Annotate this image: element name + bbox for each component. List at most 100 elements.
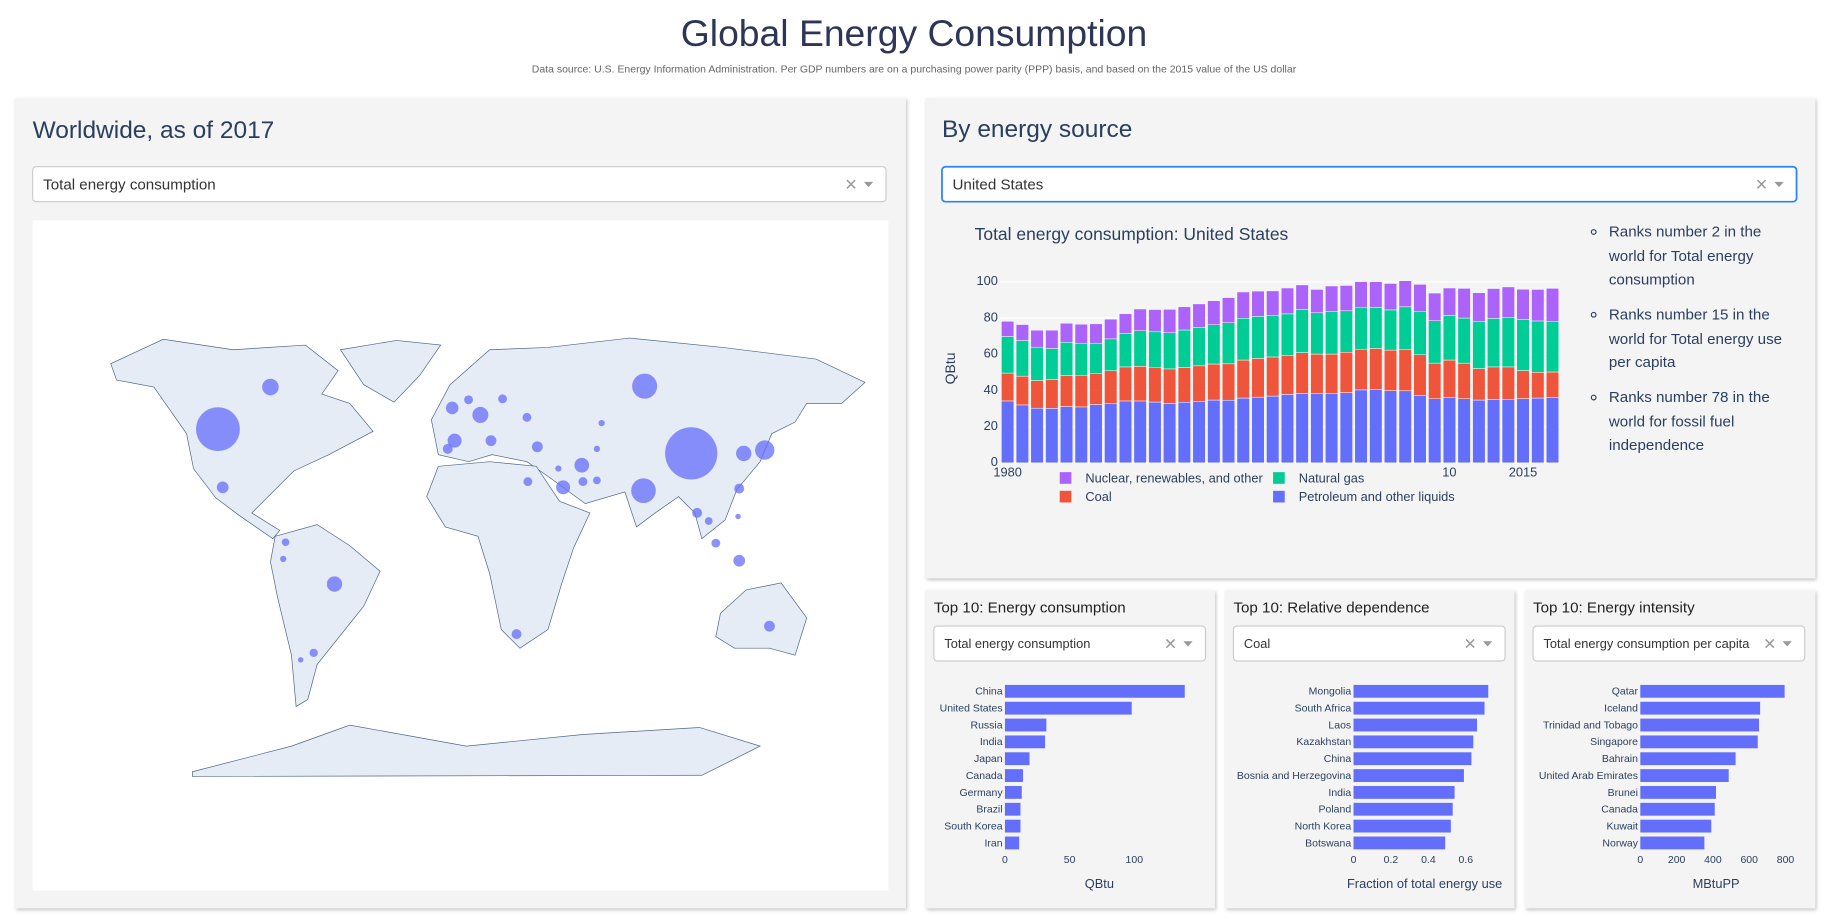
bar-segment <box>1001 336 1015 374</box>
bar-segment <box>1472 368 1486 401</box>
dropdown[interactable] <box>1532 625 1806 662</box>
bubble <box>472 406 489 423</box>
x-tick-label: 1980 <box>993 465 1022 480</box>
bar-segment <box>1266 290 1280 316</box>
legend-label: Coal <box>1085 489 1111 504</box>
dropdown-arrow[interactable] <box>863 181 874 188</box>
bar-segment <box>1354 389 1368 464</box>
legend-label: Natural gas <box>1299 471 1365 486</box>
bar-segment <box>1104 403 1118 464</box>
bar-segment <box>1148 401 1162 464</box>
panel-title: Top 10: Energy consumption <box>934 600 1126 617</box>
dropdown-value[interactable]: Total energy consumption <box>944 636 1090 651</box>
bar-segment <box>1501 399 1515 464</box>
bar-segment <box>1015 375 1029 406</box>
bar <box>1353 836 1446 850</box>
bar-segment <box>1001 400 1015 464</box>
dropdown[interactable] <box>941 165 1798 203</box>
x-tick-label: 200 <box>1668 855 1686 866</box>
bubble <box>531 441 543 453</box>
bar-segment <box>1030 380 1044 409</box>
dropdown-value[interactable]: United States <box>952 176 1043 193</box>
rank-fact: Ranks number 2 in the world for Total en… <box>1609 220 1798 292</box>
x-axis-label: MBtuPP <box>1693 876 1740 891</box>
bubble <box>734 483 745 494</box>
clear-icon[interactable] <box>1756 179 1767 189</box>
bubble <box>735 513 741 520</box>
bubble <box>578 477 588 487</box>
bar-segment <box>1222 297 1236 323</box>
y-axis-label: QBtu <box>942 352 958 384</box>
bubble <box>498 394 508 404</box>
x-tick-label: 0 <box>1002 855 1008 866</box>
clear-icon[interactable] <box>1765 638 1775 649</box>
bar-segment <box>1516 319 1530 371</box>
bar-segment <box>1030 346 1044 381</box>
bar-segment <box>1104 370 1118 404</box>
bar-segment <box>1339 352 1353 393</box>
bar-segment <box>1310 393 1324 464</box>
bar-segment <box>1133 330 1147 367</box>
x-tick-label: 800 <box>1777 855 1795 866</box>
bar-segment <box>1531 372 1545 399</box>
category-label: Iran <box>985 838 1003 849</box>
bubble <box>262 378 279 396</box>
bar-segment <box>1546 321 1559 373</box>
bubble <box>631 478 656 504</box>
bar-segment <box>1192 327 1206 367</box>
bar-segment <box>1472 399 1486 464</box>
bar-segment <box>1222 322 1236 365</box>
bar-segment <box>1384 390 1398 464</box>
bar <box>1640 701 1761 715</box>
dropdown-value[interactable]: Total energy consumption <box>43 176 216 193</box>
bar-segment <box>1207 324 1221 365</box>
bar-segment <box>1236 291 1250 319</box>
land <box>110 338 374 540</box>
bubble <box>326 576 343 592</box>
bar-segment <box>1074 406 1088 464</box>
legend-swatch <box>1059 490 1072 503</box>
y-tick-label: 40 <box>984 382 998 397</box>
clear-icon[interactable] <box>1165 638 1176 649</box>
bar-segment <box>1118 313 1132 334</box>
category-label: Laos <box>1328 720 1351 731</box>
dropdown-arrow[interactable] <box>1482 641 1493 647</box>
bubble <box>511 629 522 640</box>
bar-segment <box>1163 368 1177 404</box>
bubble <box>704 517 713 525</box>
bar-segment <box>1104 338 1118 371</box>
legend-label: Petroleum and other liquids <box>1299 489 1455 504</box>
clear-icon[interactable] <box>846 179 856 189</box>
dropdown[interactable] <box>1232 625 1506 662</box>
bar-segment <box>1177 306 1191 331</box>
clear-icon[interactable] <box>1465 638 1475 649</box>
dropdown-value[interactable]: Total energy consumption per capita <box>1544 636 1751 651</box>
bar <box>1353 802 1453 816</box>
bar-segment <box>1442 397 1456 464</box>
bar-segment <box>1428 320 1442 364</box>
bar-segment <box>1177 401 1191 464</box>
bubble <box>593 476 601 485</box>
dropdown-arrow[interactable] <box>1183 641 1193 647</box>
category-label: Trinidad and Tobago <box>1543 720 1638 731</box>
bubble <box>445 401 459 415</box>
x-axis-label: Fraction of total energy use <box>1347 876 1502 891</box>
bar-segment <box>1030 329 1044 348</box>
x-tick-label: 0 <box>1351 855 1357 866</box>
bar-segment <box>1339 285 1353 312</box>
bar-segment <box>1266 395 1280 464</box>
bar <box>1640 819 1712 833</box>
bar-segment <box>1074 342 1088 376</box>
dropdown-arrow[interactable] <box>1774 181 1784 188</box>
dropdown[interactable] <box>933 625 1207 662</box>
bar-segment <box>1398 390 1412 464</box>
y-tick-label: 60 <box>984 346 998 361</box>
x-axis-label: QBtu <box>1085 876 1114 891</box>
dropdown-arrow[interactable] <box>1782 641 1792 647</box>
panel-title: Top 10: Energy intensity <box>1533 600 1695 617</box>
dropdown-value[interactable]: Coal <box>1244 636 1270 651</box>
y-tick-label: 80 <box>984 309 998 324</box>
dropdown[interactable] <box>32 166 887 203</box>
bar-segment <box>1266 315 1280 358</box>
bar <box>1004 752 1030 766</box>
